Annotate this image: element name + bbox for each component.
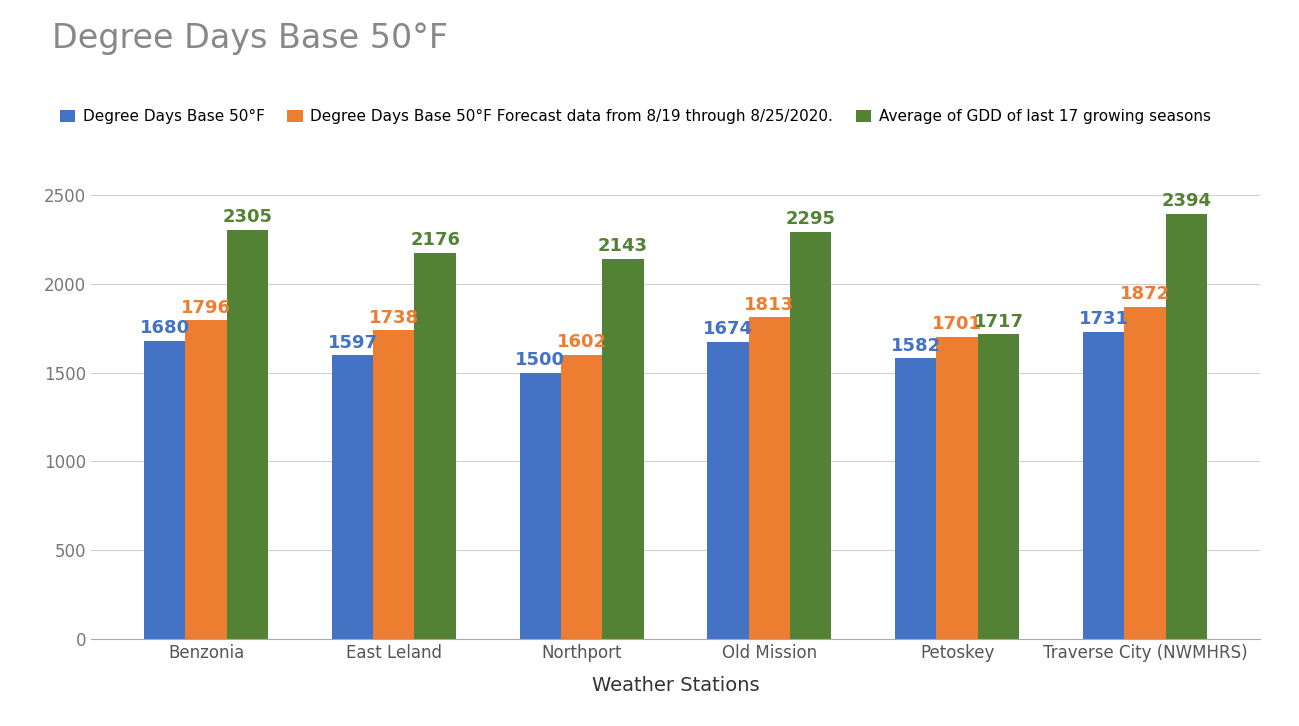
Bar <box>1124 306 1165 639</box>
Text: 2394: 2394 <box>1161 192 1211 211</box>
Text: 2143: 2143 <box>598 237 648 255</box>
Text: 1582: 1582 <box>891 337 940 354</box>
Text: 1674: 1674 <box>703 320 753 338</box>
Bar <box>186 320 227 639</box>
Text: 1680: 1680 <box>140 319 190 337</box>
Bar <box>331 356 373 639</box>
Text: 1738: 1738 <box>369 309 418 327</box>
Text: 1731: 1731 <box>1078 310 1129 328</box>
Bar <box>748 317 790 639</box>
Text: 1602: 1602 <box>556 333 607 351</box>
Text: 1701: 1701 <box>933 316 982 333</box>
Bar <box>144 340 186 639</box>
Text: 1597: 1597 <box>327 334 378 352</box>
Text: 2305: 2305 <box>222 208 273 227</box>
Text: 1813: 1813 <box>744 295 795 314</box>
Text: 1872: 1872 <box>1120 285 1170 303</box>
Bar <box>978 334 1020 639</box>
Bar <box>520 372 561 639</box>
Text: 1796: 1796 <box>181 298 231 317</box>
Bar <box>603 258 643 639</box>
Text: 1500: 1500 <box>516 351 565 369</box>
Text: Degree Days Base 50°F: Degree Days Base 50°F <box>52 22 448 54</box>
Text: 1717: 1717 <box>973 313 1024 330</box>
Bar <box>414 253 456 639</box>
Bar <box>708 342 748 639</box>
Bar <box>1165 214 1207 639</box>
Bar <box>561 354 603 639</box>
Bar <box>937 337 978 639</box>
Legend: Degree Days Base 50°F, Degree Days Base 50°F Forecast data from 8/19 through 8/2: Degree Days Base 50°F, Degree Days Base … <box>60 110 1211 124</box>
Text: 2295: 2295 <box>786 210 835 228</box>
X-axis label: Weather Stations: Weather Stations <box>591 676 760 695</box>
Bar <box>790 232 831 639</box>
Bar <box>895 358 937 639</box>
Bar <box>1083 332 1124 639</box>
Bar <box>373 330 414 639</box>
Text: 2176: 2176 <box>410 231 460 249</box>
Bar <box>227 230 268 639</box>
